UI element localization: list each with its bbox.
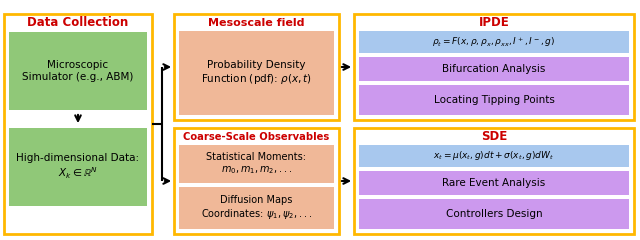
Bar [359, 85, 629, 115]
Bar [9, 128, 147, 206]
Bar [179, 31, 334, 115]
Bar [354, 128, 634, 234]
Bar [359, 57, 629, 81]
Text: Statistical Moments:
$m_0, m_1, m_2, ...$: Statistical Moments: $m_0, m_1, m_2, ...… [207, 152, 307, 176]
Text: Locating Tipping Points: Locating Tipping Points [433, 95, 554, 105]
Bar [359, 31, 629, 53]
Bar [174, 128, 339, 234]
Bar [359, 145, 629, 167]
Text: Rare Event Analysis: Rare Event Analysis [442, 178, 546, 188]
Text: Data Collection: Data Collection [28, 17, 129, 30]
Text: High-dimensional Data:
$X_k \in \mathbb{R}^N$: High-dimensional Data: $X_k \in \mathbb{… [17, 153, 140, 181]
Text: $\rho_t = F(x,\rho,\rho_x,\rho_{xx},I^+,I^-,g)$: $\rho_t = F(x,\rho,\rho_x,\rho_{xx},I^+,… [433, 35, 556, 49]
Bar [174, 14, 339, 120]
Bar [354, 14, 634, 120]
Text: Mesoscale field: Mesoscale field [208, 18, 305, 28]
Bar [9, 32, 147, 110]
Text: $x_t = \mu(x_t,g)dt + \sigma(x_t,g)dW_t$: $x_t = \mu(x_t,g)dt + \sigma(x_t,g)dW_t$ [433, 150, 555, 162]
Text: Controllers Design: Controllers Design [445, 209, 542, 219]
Text: Probability Density
Function (pdf): $\rho(x,t)$: Probability Density Function (pdf): $\rh… [201, 60, 312, 86]
Text: IPDE: IPDE [479, 17, 509, 30]
Text: Microscopic
Simulator (e.g., ABM): Microscopic Simulator (e.g., ABM) [22, 60, 134, 82]
Bar [179, 145, 334, 183]
Bar [179, 187, 334, 229]
Text: Diffusion Maps
Coordinates: $\psi_1, \psi_2, ...$: Diffusion Maps Coordinates: $\psi_1, \ps… [201, 195, 312, 221]
Text: Coarse-Scale Observables: Coarse-Scale Observables [184, 132, 330, 142]
Bar [359, 199, 629, 229]
Text: SDE: SDE [481, 131, 507, 144]
Bar [359, 171, 629, 195]
Text: Bifurcation Analysis: Bifurcation Analysis [442, 64, 546, 74]
Bar [4, 14, 152, 234]
